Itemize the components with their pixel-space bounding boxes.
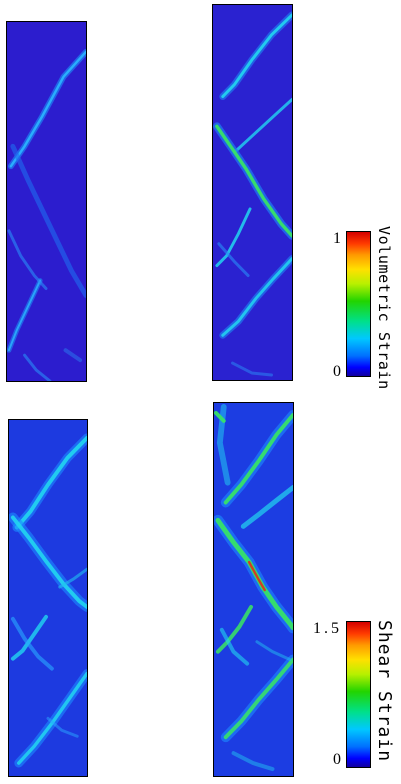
volumetric-strain-bands-right [213, 11, 292, 377]
shear-colorbar-min-label: 0 [333, 751, 341, 768]
shear-strain-field-left [8, 419, 88, 777]
shear-strain-bands-right [214, 403, 293, 772]
shear-strain-bands-left [9, 433, 87, 768]
volumetric-strain-field-left [6, 21, 87, 382]
volumetric-strain-bands-left [7, 48, 86, 381]
volumetric-strain-field-right [212, 4, 293, 381]
shear-strain-colorbar [346, 621, 371, 768]
volumetric-colorbar-title: Volumetric Strain [375, 226, 393, 390]
volumetric-colorbar-min-label: 0 [333, 363, 341, 380]
shear-colorbar-title: Shear Strain [374, 620, 395, 763]
shear-strain-field-right [213, 402, 294, 777]
volumetric-strain-colorbar [346, 231, 371, 377]
shear-colorbar-max-label: 1.5 [313, 620, 342, 637]
volumetric-colorbar-max-label: 1 [333, 230, 341, 247]
